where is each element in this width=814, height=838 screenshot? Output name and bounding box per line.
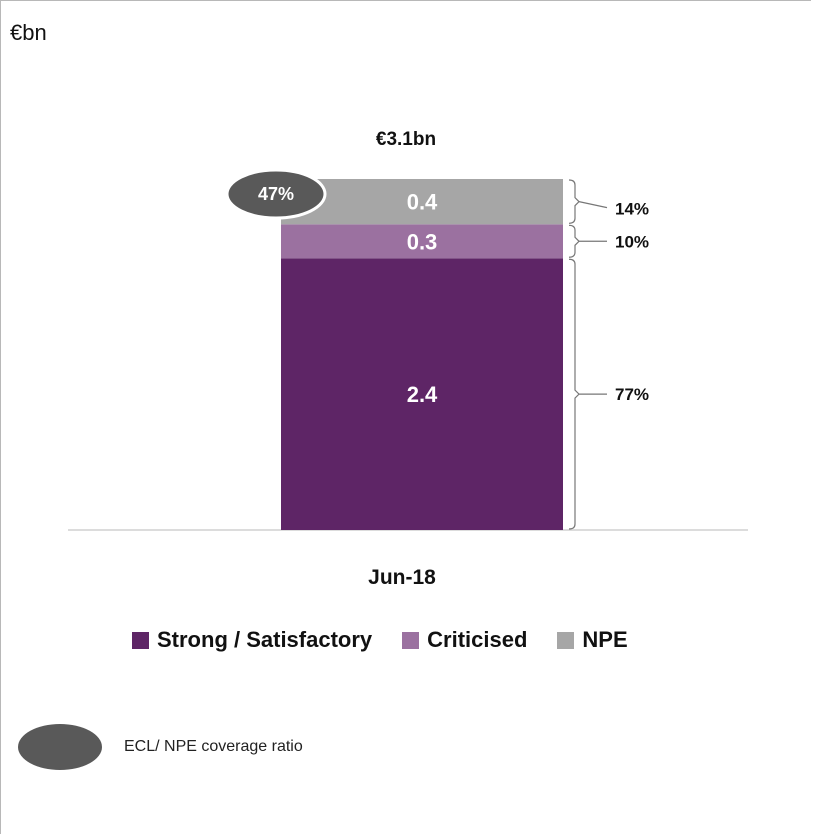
- value-label-strong: 2.4: [407, 382, 438, 407]
- coverage-note-oval: [18, 724, 102, 770]
- legend-item-criticised: Criticised: [402, 627, 527, 653]
- legend-label-strong: Strong / Satisfactory: [157, 627, 373, 652]
- legend-label-npe: NPE: [582, 627, 628, 652]
- coverage-note-label: ECL/ NPE coverage ratio: [124, 738, 303, 755]
- bracket-leader-npe: [578, 201, 608, 209]
- share-label-npe: 14%: [615, 200, 649, 219]
- total-label: €3.1bn: [376, 129, 436, 150]
- legend-swatch-strong: [132, 631, 149, 649]
- bar-segment-criticised: [281, 224, 563, 259]
- bar-stack: [281, 179, 563, 530]
- bracket-npe: [568, 179, 580, 224]
- value-label-npe: 0.4: [407, 190, 438, 215]
- bracket-strong: [568, 258, 580, 530]
- share-label-criticised: 10%: [615, 232, 649, 251]
- legend: Strong / Satisfactory Criticised NPE: [132, 622, 658, 658]
- value-label-criticised: 0.3: [407, 229, 438, 254]
- coverage-note: ECL/ NPE coverage ratio: [18, 724, 303, 770]
- share-brackets: 77% 10% 14%: [568, 179, 649, 530]
- legend-item-strong: Strong / Satisfactory: [132, 627, 372, 653]
- legend-label-criticised: Criticised: [427, 627, 528, 652]
- bar-segment-npe: [281, 179, 563, 225]
- coverage-oval: [225, 168, 327, 220]
- legend-swatch-criticised: [402, 631, 420, 649]
- legend-item-npe: NPE: [557, 627, 628, 653]
- legend-swatch-npe: [557, 631, 575, 649]
- coverage-label: 47%: [258, 184, 294, 204]
- category-label: Jun-18: [368, 566, 436, 589]
- bar-value-labels: 2.4 0.3 0.4: [407, 190, 438, 407]
- share-label-strong: 77%: [615, 385, 649, 404]
- bracket-criticised: [568, 224, 580, 258]
- unit-label: €bn: [10, 20, 47, 45]
- bar-segment-strong: [281, 258, 563, 530]
